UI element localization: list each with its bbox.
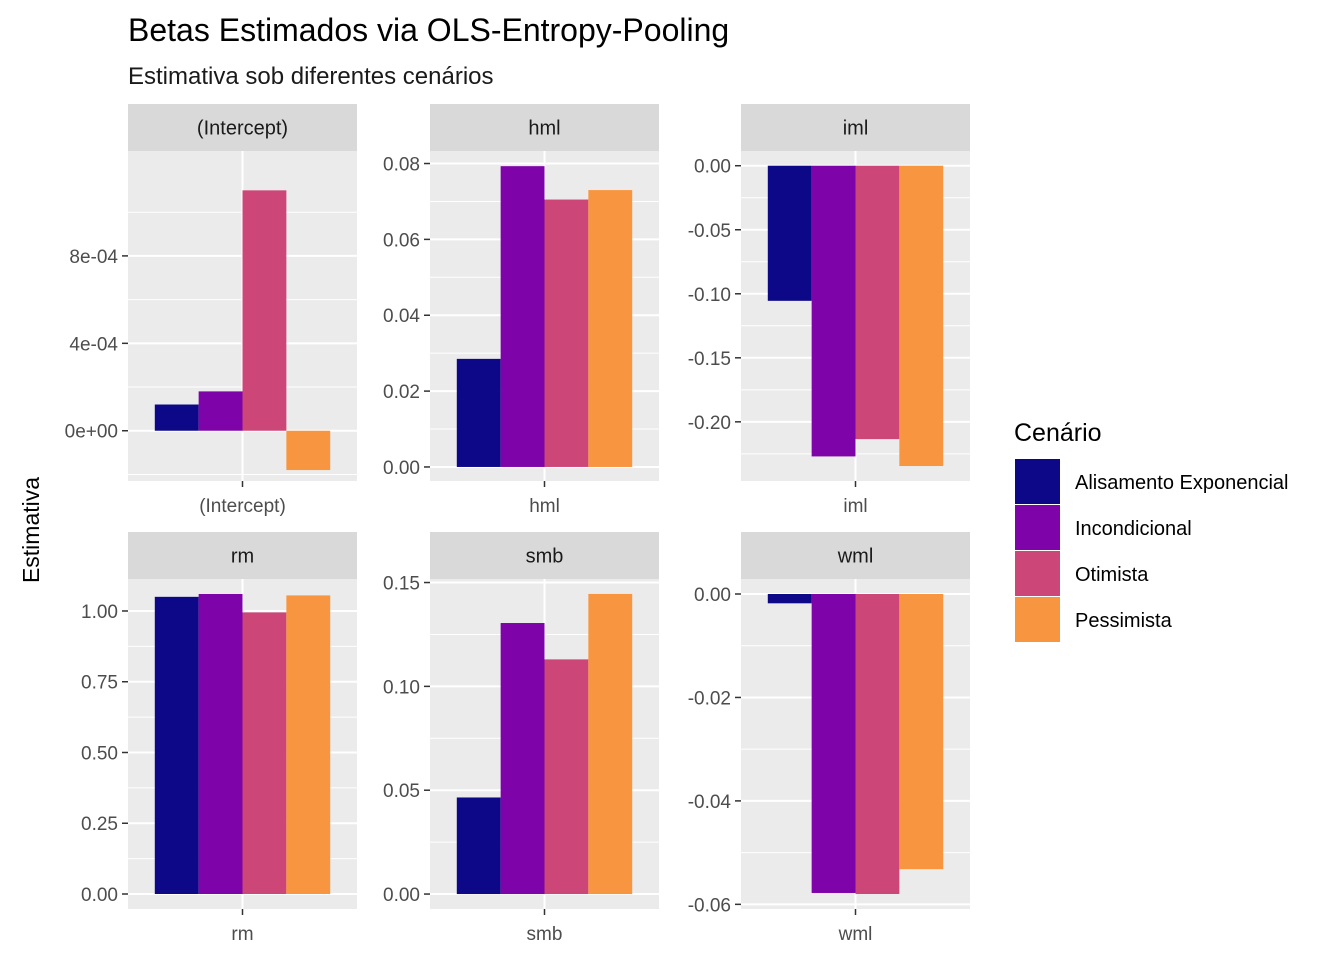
facet-smb: smb 0.00 0.05 0.10 0.15 smb	[383, 532, 659, 945]
bar-pessimista	[899, 594, 944, 870]
y-tick-label: -0.06	[688, 895, 731, 916]
y-tick-label: 8e-04	[69, 247, 118, 268]
bar-pessimista	[588, 593, 633, 895]
bar-incondicional	[811, 165, 856, 457]
x-tick-label: rm	[231, 924, 253, 945]
facet-wml: wml -0.06 -0.04 -0.02 0.00 wml	[688, 532, 970, 945]
legend: Cenário Alisamento Exponencial Incondicio…	[1014, 419, 1288, 642]
legend-swatch	[1015, 459, 1060, 504]
y-tick-label: 0.00	[694, 585, 731, 606]
facet-strip-label: (Intercept)	[197, 118, 288, 140]
y-tick-label: -0.05	[688, 221, 731, 242]
bar-incondicional	[198, 594, 243, 894]
y-tick-label: 0e+00	[65, 422, 118, 443]
y-tick-label: 0.10	[383, 677, 420, 698]
facet-strip-label: iml	[843, 118, 869, 140]
y-tick-label: 0.08	[383, 155, 420, 176]
legend-label: Alisamento Exponencial	[1075, 472, 1288, 494]
legend-swatch	[1015, 597, 1060, 642]
bar-incondicional	[198, 391, 243, 431]
facet-strip	[128, 532, 357, 579]
y-tick-label: -0.20	[688, 413, 731, 434]
legend-label: Incondicional	[1075, 518, 1192, 540]
bar-otimista	[544, 199, 589, 467]
bar-alisamento-exponencial	[456, 358, 501, 467]
facet-strip	[741, 104, 970, 151]
facet-panels: (Intercept) 0e+00 4e-04 8e-04 (Intercept) hml…	[65, 104, 970, 945]
bar-pessimista	[899, 165, 944, 467]
facet-strip-label: wml	[837, 546, 874, 568]
bar-pessimista	[286, 430, 331, 471]
bar-incondicional	[500, 623, 545, 895]
y-tick-label: 0.00	[694, 157, 731, 178]
y-tick-label: 0.15	[383, 574, 420, 595]
facet-strip-label: smb	[526, 546, 564, 568]
bar-incondicional	[500, 166, 545, 467]
chart-subtitle: Estimativa sob diferentes cenários	[128, 63, 494, 90]
legend-title: Cenário	[1014, 419, 1102, 447]
y-tick-label: 0.02	[383, 382, 420, 403]
bar-otimista	[242, 612, 287, 894]
facet-strip	[430, 104, 659, 151]
y-tick-label: -0.10	[688, 285, 731, 306]
x-tick-label: (Intercept)	[199, 496, 286, 517]
x-tick-label: wml	[838, 924, 873, 945]
legend-label: Otimista	[1075, 564, 1149, 586]
bar-pessimista	[588, 190, 633, 467]
bar-otimista	[855, 165, 900, 440]
x-tick-label: hml	[529, 496, 560, 517]
y-tick-label: 0.50	[81, 743, 118, 764]
y-tick-label: 1.00	[81, 602, 118, 623]
x-tick-label: iml	[843, 496, 867, 517]
y-tick-label: 4e-04	[69, 334, 118, 355]
facet-rm: rm 0.00 0.25 0.50 0.75 1.00 rm	[81, 532, 357, 945]
bar-alisamento-exponencial	[767, 594, 812, 604]
facet-strip-label: rm	[231, 546, 254, 568]
chart-title: Betas Estimados via OLS-Entropy-Pooling	[128, 12, 729, 48]
bar-otimista	[855, 594, 900, 894]
bar-otimista	[242, 190, 287, 431]
facet-strip	[430, 532, 659, 579]
y-tick-label: 0.04	[383, 306, 420, 327]
y-tick-label: -0.04	[688, 792, 732, 813]
y-tick-label: 0.05	[383, 781, 420, 802]
x-tick-label: smb	[527, 924, 563, 945]
legend-label: Pessimista	[1075, 610, 1173, 632]
facet-strip	[741, 532, 970, 579]
bar-alisamento-exponencial	[154, 404, 199, 431]
bar-alisamento-exponencial	[456, 797, 501, 895]
bar-otimista	[544, 659, 589, 895]
y-axis-title: Estimativa	[18, 477, 44, 583]
y-tick-label: 0.00	[383, 885, 420, 906]
y-tick-label: -0.02	[688, 688, 731, 709]
bar-alisamento-exponencial	[154, 596, 199, 894]
bar-alisamento-exponencial	[767, 165, 812, 301]
y-tick-label: 0.00	[81, 885, 118, 906]
y-tick-label: 0.25	[81, 814, 118, 835]
legend-items: Alisamento Exponencial Incondicional Otimi…	[1015, 459, 1288, 642]
bar-incondicional	[811, 594, 856, 893]
y-tick-label: 0.75	[81, 673, 118, 694]
facet-strip-label: hml	[528, 118, 560, 140]
y-tick-label: -0.15	[688, 349, 731, 370]
legend-swatch	[1015, 505, 1060, 550]
bar-pessimista	[286, 595, 331, 894]
legend-swatch	[1015, 551, 1060, 596]
facet-hml: hml 0.00 0.02 0.04 0.06 0.08 hml	[383, 104, 659, 517]
y-tick-label: 0.06	[383, 230, 420, 251]
facet-intercept: (Intercept) 0e+00 4e-04 8e-04 (Intercept)	[65, 104, 357, 517]
y-tick-label: 0.00	[383, 458, 420, 479]
facet-strip	[128, 104, 357, 151]
facet-iml: iml -0.20 -0.15 -0.10 -0.05 0.00 iml	[688, 104, 970, 517]
